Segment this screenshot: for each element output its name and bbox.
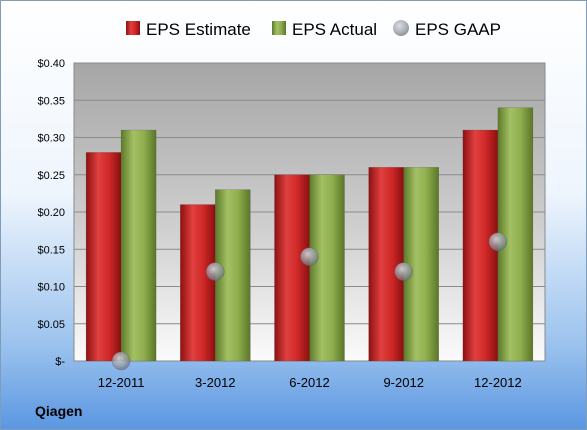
- y-tick-label: $-: [55, 356, 65, 368]
- x-tick-label: 12-2012: [474, 375, 522, 390]
- bar-eps-actual: [309, 174, 345, 362]
- y-tick-label: $0.30: [37, 133, 65, 145]
- legend-label-actual: EPS Actual: [292, 20, 377, 39]
- y-axis-ticks: $0.40 $0.35 $0.30 $0.25 $0.20 $0.15 $0.10 $0.05…: [37, 58, 65, 368]
- legend-label-estimate: EPS Estimate: [146, 20, 251, 39]
- y-tick-label: $0.15: [37, 244, 65, 256]
- gaap-marker: [488, 232, 508, 252]
- bar-eps-estimate: [85, 152, 122, 362]
- bar-eps-actual: [120, 129, 157, 362]
- gaap-marker: [394, 262, 413, 281]
- legend-item-actual: EPS Actual: [272, 20, 377, 39]
- bars: [85, 107, 534, 362]
- legend-item-estimate: EPS Estimate: [126, 20, 251, 39]
- y-tick-label: $0.05: [37, 319, 65, 331]
- legend-swatch-gaap: [393, 20, 409, 36]
- y-tick-label: $0.10: [37, 282, 65, 294]
- bar-eps-estimate: [368, 167, 404, 362]
- legend-label-gaap: EPS GAAP: [415, 20, 501, 39]
- y-tick-label: $0.35: [37, 95, 65, 107]
- y-tick-label: $0.20: [37, 207, 65, 219]
- x-tick-label: 3-2012: [195, 375, 235, 390]
- legend-swatch-estimate: [126, 21, 140, 35]
- x-tick-label: 6-2012: [289, 375, 329, 390]
- y-tick-label: $0.25: [37, 170, 65, 182]
- bar-eps-estimate: [180, 204, 216, 362]
- gaap-markers: [111, 232, 508, 371]
- company-name: Qiagen: [35, 403, 83, 419]
- legend-item-gaap: EPS GAAP: [393, 20, 501, 39]
- legend: EPS Estimate EPS Actual EPS GAAP: [126, 20, 501, 39]
- bar-eps-actual: [497, 107, 534, 362]
- y-tick-label: $0.40: [37, 58, 65, 70]
- gaap-marker: [300, 247, 319, 266]
- x-axis-ticks: 12-2011 3-2012 6-2012 9-2012 12-2012: [98, 375, 522, 390]
- gaap-marker: [111, 351, 131, 371]
- gaap-marker: [206, 262, 225, 281]
- x-tick-label: 12-2011: [98, 375, 145, 390]
- bar-eps-estimate: [274, 174, 310, 362]
- legend-swatch-actual: [272, 21, 286, 35]
- x-tick-label: 9-2012: [383, 375, 423, 390]
